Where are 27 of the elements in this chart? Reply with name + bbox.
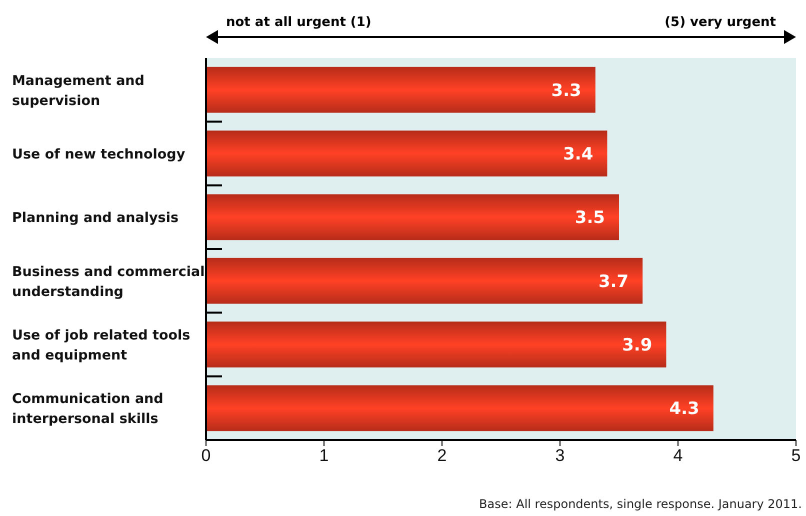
x-tick-label: 2 — [437, 446, 447, 466]
text: not at all urgent (1) — [226, 15, 372, 30]
data-label: 4.3 — [669, 399, 700, 420]
y-tick-label: Business and commercial understanding — [12, 264, 205, 300]
data-label: 3.7 — [598, 272, 629, 292]
y-tick-label: Communication and interpersonal skills — [12, 391, 164, 428]
bar — [206, 258, 643, 304]
bar — [206, 130, 608, 176]
y-tick-label: Management and supervision — [12, 72, 144, 109]
x-tick-label: 4 — [673, 446, 683, 466]
data-label: 3.4 — [563, 144, 594, 164]
text: Base: All respondents, single response. January 2011. — [479, 497, 802, 511]
data-label: 3.3 — [551, 80, 582, 101]
data-label: 3.5 — [574, 208, 605, 228]
x-tick-label: 5 — [791, 446, 801, 466]
x-tick-label: 1 — [319, 446, 329, 466]
x-tick-label: 0 — [201, 446, 211, 466]
x-tick-label: 3 — [555, 446, 565, 466]
bar — [206, 385, 714, 432]
bar — [206, 322, 666, 368]
y-tick-label: Use of job related tools and equipment — [12, 328, 190, 364]
y-tick-label: Planning and analysis — [12, 210, 178, 226]
bar — [206, 66, 596, 113]
text: (5) very urgent — [664, 15, 776, 30]
bar — [206, 194, 619, 240]
data-label: 3.9 — [622, 335, 652, 356]
y-tick-label: Use of new technology — [12, 146, 186, 162]
